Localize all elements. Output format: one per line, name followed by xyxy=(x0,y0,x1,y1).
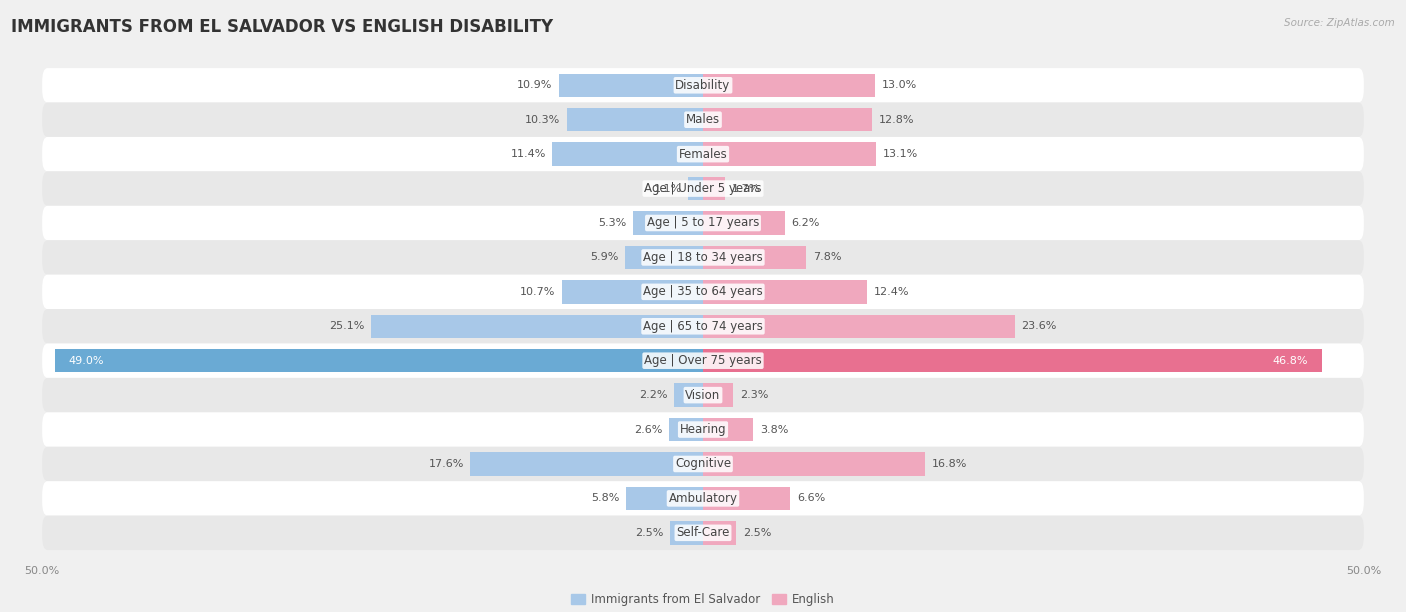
Bar xyxy=(669,418,703,441)
Text: Source: ZipAtlas.com: Source: ZipAtlas.com xyxy=(1284,18,1395,28)
Bar xyxy=(703,315,1015,338)
Bar xyxy=(703,280,868,304)
Text: Ambulatory: Ambulatory xyxy=(668,492,738,505)
FancyBboxPatch shape xyxy=(42,206,1364,241)
Bar xyxy=(703,383,734,407)
Bar xyxy=(703,211,785,234)
FancyBboxPatch shape xyxy=(42,412,1364,447)
FancyBboxPatch shape xyxy=(42,241,1364,275)
Bar xyxy=(55,349,703,372)
FancyBboxPatch shape xyxy=(42,515,1364,550)
Text: 1.1%: 1.1% xyxy=(654,184,682,193)
Text: 2.5%: 2.5% xyxy=(636,528,664,538)
Text: 11.4%: 11.4% xyxy=(510,149,546,159)
Text: 2.6%: 2.6% xyxy=(634,425,662,435)
Text: Males: Males xyxy=(686,113,720,126)
Text: 46.8%: 46.8% xyxy=(1272,356,1309,366)
Text: 17.6%: 17.6% xyxy=(429,459,464,469)
Text: Age | 5 to 17 years: Age | 5 to 17 years xyxy=(647,217,759,230)
Text: Disability: Disability xyxy=(675,79,731,92)
FancyBboxPatch shape xyxy=(42,378,1364,412)
Bar xyxy=(703,521,737,545)
Text: 3.8%: 3.8% xyxy=(759,425,789,435)
Text: 12.4%: 12.4% xyxy=(873,287,910,297)
Text: 12.8%: 12.8% xyxy=(879,114,914,125)
Text: 1.7%: 1.7% xyxy=(733,184,761,193)
Text: 13.1%: 13.1% xyxy=(883,149,918,159)
Text: IMMIGRANTS FROM EL SALVADOR VS ENGLISH DISABILITY: IMMIGRANTS FROM EL SALVADOR VS ENGLISH D… xyxy=(11,18,554,36)
FancyBboxPatch shape xyxy=(42,481,1364,515)
Text: 5.3%: 5.3% xyxy=(598,218,626,228)
Text: Age | Under 5 years: Age | Under 5 years xyxy=(644,182,762,195)
Bar xyxy=(626,245,703,269)
Bar xyxy=(703,349,1322,372)
FancyBboxPatch shape xyxy=(42,68,1364,102)
Text: 7.8%: 7.8% xyxy=(813,252,841,263)
FancyBboxPatch shape xyxy=(42,447,1364,481)
Text: Vision: Vision xyxy=(685,389,721,401)
Bar xyxy=(703,245,806,269)
Text: 5.9%: 5.9% xyxy=(591,252,619,263)
Bar xyxy=(703,143,876,166)
Text: 10.3%: 10.3% xyxy=(524,114,560,125)
FancyBboxPatch shape xyxy=(42,343,1364,378)
Text: 2.3%: 2.3% xyxy=(740,390,769,400)
Text: 6.6%: 6.6% xyxy=(797,493,825,504)
Bar xyxy=(703,73,875,97)
Text: 2.5%: 2.5% xyxy=(742,528,770,538)
FancyBboxPatch shape xyxy=(42,171,1364,206)
Text: 2.2%: 2.2% xyxy=(638,390,668,400)
Text: 10.9%: 10.9% xyxy=(517,80,553,91)
Text: Hearing: Hearing xyxy=(679,423,727,436)
Bar xyxy=(703,177,725,200)
Text: Females: Females xyxy=(679,147,727,160)
Bar xyxy=(371,315,703,338)
Text: 6.2%: 6.2% xyxy=(792,218,820,228)
Text: 25.1%: 25.1% xyxy=(329,321,364,331)
Text: 49.0%: 49.0% xyxy=(69,356,104,366)
Bar xyxy=(703,418,754,441)
Bar xyxy=(567,108,703,132)
Text: Self-Care: Self-Care xyxy=(676,526,730,539)
Legend: Immigrants from El Salvador, English: Immigrants from El Salvador, English xyxy=(567,588,839,611)
FancyBboxPatch shape xyxy=(42,137,1364,171)
FancyBboxPatch shape xyxy=(42,102,1364,137)
Text: Cognitive: Cognitive xyxy=(675,458,731,471)
Bar xyxy=(560,73,703,97)
Text: 13.0%: 13.0% xyxy=(882,80,917,91)
Bar xyxy=(669,521,703,545)
Text: Age | 35 to 64 years: Age | 35 to 64 years xyxy=(643,285,763,298)
Bar xyxy=(703,108,872,132)
FancyBboxPatch shape xyxy=(42,309,1364,343)
Text: 5.8%: 5.8% xyxy=(592,493,620,504)
Bar xyxy=(703,487,790,510)
Text: Age | Over 75 years: Age | Over 75 years xyxy=(644,354,762,367)
Bar xyxy=(673,383,703,407)
FancyBboxPatch shape xyxy=(42,275,1364,309)
Text: Age | 65 to 74 years: Age | 65 to 74 years xyxy=(643,320,763,333)
Text: 23.6%: 23.6% xyxy=(1022,321,1057,331)
Bar xyxy=(633,211,703,234)
Bar xyxy=(626,487,703,510)
Bar xyxy=(471,452,703,476)
Text: Age | 18 to 34 years: Age | 18 to 34 years xyxy=(643,251,763,264)
Bar xyxy=(689,177,703,200)
Text: 10.7%: 10.7% xyxy=(520,287,555,297)
Bar xyxy=(553,143,703,166)
Text: 16.8%: 16.8% xyxy=(932,459,967,469)
Bar xyxy=(561,280,703,304)
Bar xyxy=(703,452,925,476)
